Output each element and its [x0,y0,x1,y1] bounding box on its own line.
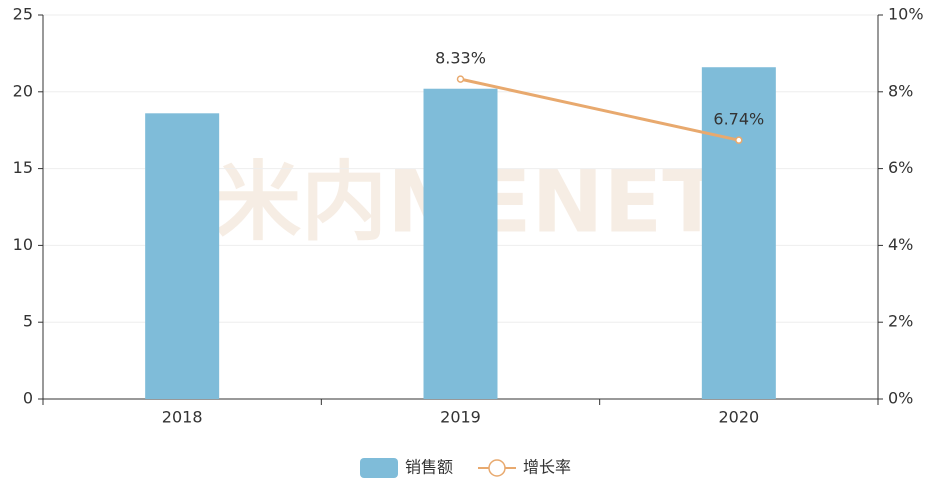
data-label: 8.33% [435,49,486,68]
legend-label: 增长率 [523,458,571,477]
x-tick-label: 2018 [162,408,203,427]
y2-tick-label: 0% [888,389,913,408]
data-label: 6.74% [713,110,764,129]
x-tick-label: 2019 [440,408,481,427]
y2-tick-label: 2% [888,312,913,331]
line-point [456,75,465,83]
y-tick-label: 0 [23,389,33,408]
y-tick-label: 25 [13,5,33,24]
bar [701,67,776,399]
legend-label: 销售额 [405,458,453,477]
x-tick-label: 2020 [718,408,759,427]
line-point [735,136,743,144]
bar [423,88,498,399]
y2-tick-label: 10% [888,5,924,24]
legend-swatch [360,458,398,478]
y2-tick-label: 8% [888,81,913,100]
y-tick-label: 5 [23,312,33,331]
y-tick-label: 15 [13,158,33,177]
y2-tick-label: 6% [888,158,913,177]
y2-tick-label: 4% [888,235,913,254]
legend-swatch [488,459,506,477]
y-tick-label: 10 [13,235,33,254]
line [460,77,740,142]
bar [145,113,220,399]
y-tick-label: 20 [13,81,33,100]
